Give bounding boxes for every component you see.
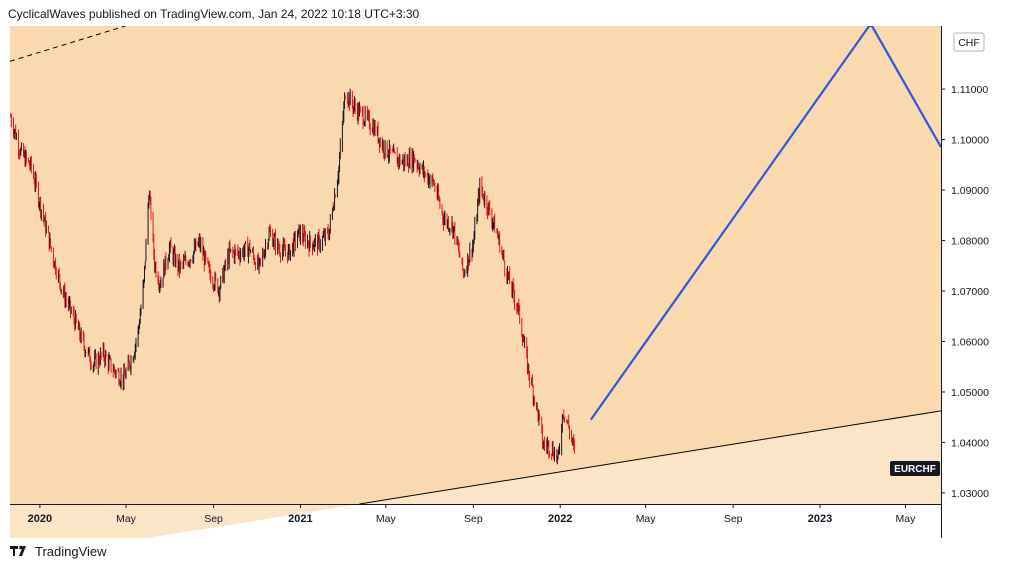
upper-dashed-trendline[interactable] bbox=[10, 26, 126, 62]
projection-path[interactable] bbox=[589, 26, 941, 421]
y-axis-ticks[interactable]: 1.03000 1.04000 1.05000 1.06000 1.07000 1.080… bbox=[941, 84, 989, 500]
price-chart[interactable]: 2020 May Sep 2021 May Sep 2022 May Sep 2023 May 1.… bbox=[0, 26, 1009, 560]
y-tick-label: 1.05000 bbox=[951, 387, 989, 399]
y-tick-label: 1.09000 bbox=[951, 185, 989, 197]
tradingview-logo-icon bbox=[10, 544, 30, 558]
svg-text:EURCHF: EURCHF bbox=[894, 464, 936, 475]
publish-info: CyclicalWaves published on TradingView.c… bbox=[8, 7, 420, 21]
x-tick-label: Sep bbox=[204, 513, 223, 525]
x-tick-label: 2021 bbox=[288, 513, 312, 525]
chart-area[interactable]: 2020 May Sep 2021 May Sep 2022 May Sep 2023 May 1.… bbox=[0, 26, 1009, 560]
x-tick-label: Sep bbox=[464, 513, 483, 525]
x-tick-label: 2023 bbox=[808, 513, 832, 525]
x-tick-label: May bbox=[116, 513, 137, 525]
x-axis-ticks[interactable]: 2020 May Sep 2021 May Sep 2022 May Sep 2023 May bbox=[28, 504, 916, 525]
y-tick-label: 1.03000 bbox=[951, 488, 989, 500]
x-tick-label: May bbox=[376, 513, 397, 525]
symbol-price-label[interactable]: EURCHF bbox=[890, 461, 940, 476]
x-tick-label: Sep bbox=[724, 513, 743, 525]
x-tick-label: May bbox=[636, 513, 657, 525]
candle-series bbox=[10, 88, 575, 465]
x-tick-label: 2020 bbox=[28, 513, 52, 525]
support-trendline[interactable] bbox=[359, 410, 948, 504]
x-tick-label: 2022 bbox=[548, 513, 572, 525]
svg-text:CHF: CHF bbox=[958, 37, 980, 49]
y-tick-label: 1.08000 bbox=[951, 236, 989, 248]
x-tick-label: May bbox=[895, 513, 916, 525]
y-tick-label: 1.04000 bbox=[951, 437, 989, 449]
y-tick-label: 1.06000 bbox=[951, 336, 989, 348]
y-tick-label: 1.11000 bbox=[951, 84, 988, 96]
brand-name: TradingView bbox=[35, 543, 107, 559]
plot-background bbox=[10, 26, 941, 504]
footer-brand: TradingView bbox=[10, 542, 107, 560]
y-tick-label: 1.07000 bbox=[951, 286, 989, 298]
y-tick-label: 1.10000 bbox=[951, 135, 989, 147]
currency-label[interactable]: CHF bbox=[953, 32, 985, 52]
